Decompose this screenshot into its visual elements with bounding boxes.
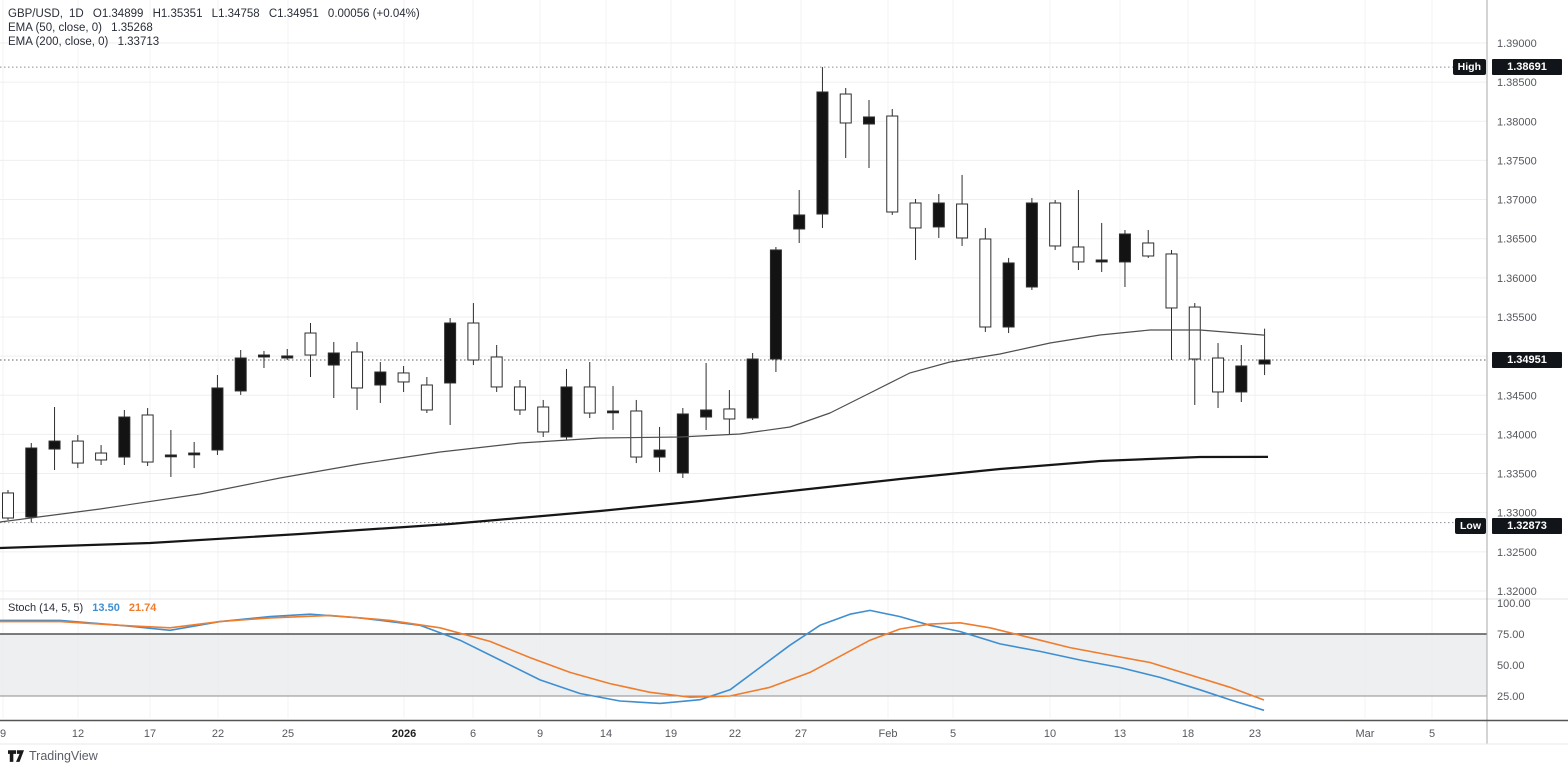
svg-text:2026: 2026	[392, 728, 416, 740]
svg-text:75.00: 75.00	[1497, 629, 1525, 641]
stoch-legend[interactable]: Stoch (14, 5, 5) 13.50 21.74	[8, 602, 162, 614]
svg-text:9: 9	[537, 728, 543, 740]
svg-text:22: 22	[212, 728, 224, 740]
svg-text:12: 12	[72, 728, 84, 740]
svg-text:1.32500: 1.32500	[1497, 547, 1537, 559]
svg-text:1.34500: 1.34500	[1497, 390, 1537, 402]
tradingview-logo-text: TradingView	[29, 749, 98, 763]
svg-text:1.33500: 1.33500	[1497, 469, 1537, 481]
svg-text:25: 25	[282, 728, 294, 740]
high-label-badge: High	[1452, 59, 1486, 75]
svg-text:1.39000: 1.39000	[1497, 38, 1537, 50]
svg-text:13: 13	[1114, 728, 1126, 740]
low-label-badge: Low	[1455, 518, 1486, 534]
high-value-badge: 1.38691	[1492, 59, 1562, 75]
svg-text:100.00: 100.00	[1497, 598, 1531, 610]
ema200-label: EMA (200, close, 0)	[8, 36, 109, 48]
tradingview-logo[interactable]: TradingView	[8, 749, 98, 763]
low-value-badge: 1.32873	[1492, 518, 1562, 534]
change-value: 0.00056 (+0.04%)	[327, 8, 420, 20]
svg-text:23: 23	[1249, 728, 1261, 740]
svg-text:1.33000: 1.33000	[1497, 508, 1537, 520]
svg-text:Feb: Feb	[879, 728, 898, 740]
svg-text:1.36500: 1.36500	[1497, 234, 1537, 246]
svg-text:1.38500: 1.38500	[1497, 77, 1537, 89]
tradingview-logo-icon	[8, 749, 24, 762]
svg-text:Mar: Mar	[1356, 728, 1375, 740]
ema50-label: EMA (50, close, 0)	[8, 22, 102, 34]
svg-text:5: 5	[950, 728, 956, 740]
svg-text:1.34000: 1.34000	[1497, 429, 1537, 441]
last-price-badge: 1.34951	[1492, 352, 1562, 368]
stoch-k-value: 13.50	[92, 602, 120, 614]
svg-text:1.35500: 1.35500	[1497, 312, 1537, 324]
svg-text:17: 17	[144, 728, 156, 740]
ema200-legend[interactable]: EMA (200, close, 0) 1.33713	[8, 36, 165, 48]
ohlc-low: L1.34758	[211, 8, 260, 20]
svg-text:5: 5	[1429, 728, 1435, 740]
ema200-value: 1.33713	[117, 36, 160, 48]
svg-text:1.37000: 1.37000	[1497, 195, 1537, 207]
svg-text:25.00: 25.00	[1497, 691, 1525, 703]
ohlc-close: C1.34951	[268, 8, 319, 20]
svg-text:1.37500: 1.37500	[1497, 155, 1537, 167]
svg-text:9: 9	[0, 728, 6, 740]
symbol-name[interactable]: GBP/USD,	[8, 8, 63, 20]
ema50-value: 1.35268	[111, 22, 153, 34]
stoch-d-value: 21.74	[128, 602, 157, 614]
svg-text:22: 22	[729, 728, 741, 740]
stoch-label: Stoch (14, 5, 5)	[8, 602, 84, 614]
svg-text:14: 14	[600, 728, 612, 740]
svg-text:6: 6	[470, 728, 476, 740]
svg-text:1.36000: 1.36000	[1497, 273, 1537, 285]
svg-text:10: 10	[1044, 728, 1056, 740]
price-axis[interactable]	[1487, 0, 1568, 744]
svg-text:19: 19	[665, 728, 677, 740]
ema50-legend[interactable]: EMA (50, close, 0) 1.35268	[8, 22, 159, 34]
symbol-legend[interactable]: GBP/USD, 1D O1.34899 H1.35351 L1.34758 C1…	[8, 8, 426, 20]
ohlc-high: H1.35351	[152, 8, 203, 20]
svg-text:50.00: 50.00	[1497, 660, 1525, 672]
svg-text:18: 18	[1182, 728, 1194, 740]
interval-label[interactable]: 1D	[68, 8, 84, 20]
ohlc-open: O1.34899	[92, 8, 144, 20]
svg-text:27: 27	[795, 728, 807, 740]
time-axis[interactable]	[0, 721, 1487, 744]
svg-text:1.38000: 1.38000	[1497, 116, 1537, 128]
svg-text:1.32000: 1.32000	[1497, 586, 1537, 598]
